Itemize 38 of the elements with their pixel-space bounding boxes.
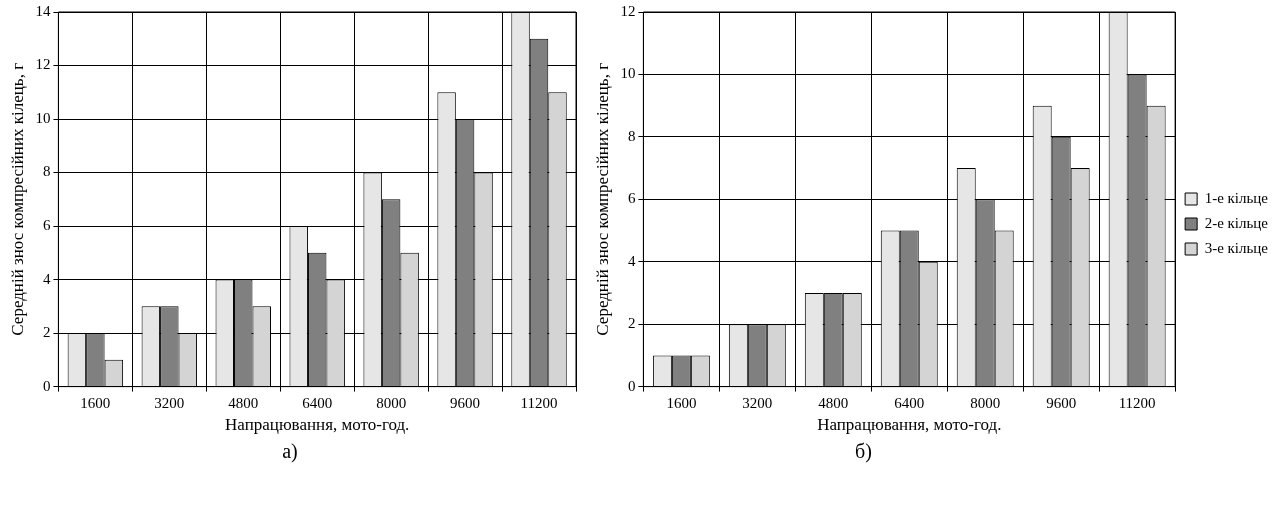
y-axis-title: Середній знос компресійних кілець, г — [7, 62, 27, 336]
y-tick-label: 4 — [42, 270, 51, 287]
x-tick-label: 4800 — [818, 394, 849, 411]
y-axis-title: Середній знос компресійних кілець, г — [592, 62, 612, 336]
x-tick-label: 9600 — [1046, 394, 1077, 411]
y-tick-label: 2 — [627, 315, 636, 332]
legend-label: 2-е кільце — [1204, 214, 1269, 231]
y-tick-label: 6 — [627, 190, 636, 207]
y-tick-label: 4 — [627, 252, 636, 269]
legend-label: 3-е кільце — [1204, 239, 1269, 256]
y-tick-label: 14 — [35, 2, 51, 19]
y-tick-label: 10 — [620, 65, 636, 82]
y-tick-label: 8 — [627, 127, 636, 144]
y-tick-label: 12 — [620, 2, 636, 19]
x-tick-label: 1600 — [666, 394, 697, 411]
x-tick-label: 1600 — [80, 394, 111, 411]
x-tick-label: 6400 — [894, 394, 925, 411]
legend-label: 1-е кільце — [1204, 189, 1269, 206]
y-tick-label: 0 — [627, 377, 636, 394]
x-tick-label: 6400 — [302, 394, 333, 411]
x-tick-label: 3200 — [154, 394, 185, 411]
y-tick-label: 12 — [35, 56, 51, 73]
x-tick-label: 9600 — [450, 394, 481, 411]
y-tick-label: 8 — [42, 163, 51, 180]
x-tick-label: 3200 — [742, 394, 773, 411]
x-axis-title: Напрацювання, мото-год. — [225, 415, 410, 435]
text: а) — [281, 440, 299, 463]
y-tick-label: 2 — [42, 324, 51, 341]
text: б) — [854, 440, 873, 463]
x-tick-label: 11200 — [520, 394, 558, 411]
x-axis-title: Напрацювання, мото-год. — [817, 415, 1002, 435]
x-tick-label: 8000 — [970, 394, 1001, 411]
y-tick-label: 10 — [35, 109, 51, 126]
x-tick-label: 4800 — [228, 394, 259, 411]
x-tick-label: 11200 — [1118, 394, 1156, 411]
y-tick-label: 6 — [42, 216, 51, 233]
y-tick-label: 0 — [42, 377, 51, 394]
x-tick-label: 8000 — [376, 394, 407, 411]
